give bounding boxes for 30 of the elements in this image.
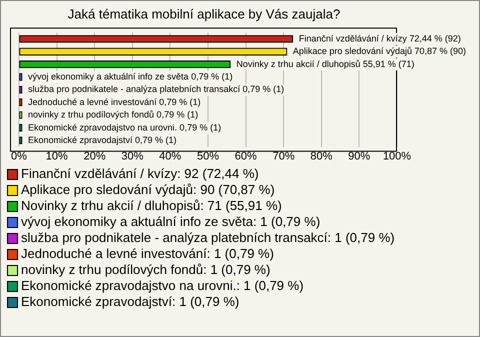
category-label: novinky z trhu podílových fondů 0,79 % (1) [28,110,198,120]
x-tick-label: 60% [234,150,258,162]
x-tick-label: 80% [310,150,333,162]
legend-label: novinky z trhu podílových fondů: 1 (0,79 %) [21,262,270,278]
legend-label: Aplikace pro sledování výdajů: 90 (70,87 %) [21,182,275,198]
chart-title: Jaká tématika mobilní aplikace by Vás zaujala? [68,6,340,22]
x-tick-label: 50% [196,150,220,162]
legend-label: služba pro podnikatele - analýza platebních transakcí: 1 (0,79 %) [21,230,395,246]
legend-label: Novinky z trhu akcií / dluhopisů: 71 (55,91 %) [21,198,282,214]
category-label: vývoj ekonomiky a aktuální info ze světa 0,79 % (1) [28,71,233,82]
category-label: Ekonomické zpravodajstvo na urovni. 0,79 % (1) [28,122,222,132]
category-label: Aplikace pro sledování výdajů 70,87 % (90) [292,46,466,56]
category-label: služba pro podnikatele - analýza platebních transakcí 0,79 % (1) [28,84,284,94]
legend-label: Finanční vzdělávání / kvízy: 92 (72,44 %) [21,166,259,182]
x-tick-label: 40% [159,150,182,162]
category-label: Jednoduché a levné investování 0,79 % (1) [28,96,201,107]
x-tick-label: 0% [11,150,28,162]
x-tick-label: 100% [382,150,412,162]
category-label: Finanční vzdělávání / kvízy 72,44 % (92) [298,33,461,44]
legend-label: Jednoduché a levné investování: 1 (0,79 %) [21,246,274,262]
category-label: Ekonomické zpravodajství 0,79 % (1) [28,134,177,145]
x-tick-label: 30% [121,150,144,162]
x-tick-label: 70% [272,150,295,162]
legend-label: vývoj ekonomiky a aktuální info ze světa: 1 (0,79 %) [21,214,320,230]
legend-label: Ekonomické zpravodajství: 1 (0,79 %) [21,294,240,310]
x-tick-label: 90% [348,150,370,162]
legend-label: Ekonomické zpravodajstvo na urovni.: 1 (0,79 %) [21,278,304,294]
x-tick-label: 20% [84,150,106,162]
x-tick-label: 10% [46,150,68,162]
category-label: Novinky z trhu akcií / dluhopisů 55,91 % (71) [236,58,414,69]
